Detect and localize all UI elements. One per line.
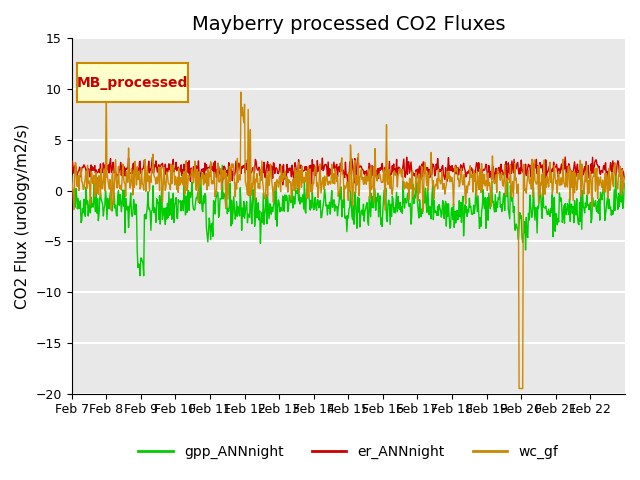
er_ANNnight <box>262 175 269 180</box>
er_ANNnight <box>406 170 413 176</box>
gpp_ANNnight <box>136 273 144 278</box>
wc_gf <box>235 176 243 182</box>
er_ANNnight <box>436 167 444 172</box>
er_ANNnight <box>308 182 316 188</box>
Y-axis label: CO2 Flux (urology/m2/s): CO2 Flux (urology/m2/s) <box>15 123 30 309</box>
wc_gf <box>620 175 628 181</box>
wc_gf <box>284 174 291 180</box>
gpp_ANNnight <box>437 214 445 220</box>
gpp_ANNnight <box>263 221 271 227</box>
wc_gf <box>515 385 523 391</box>
Line: wc_gf: wc_gf <box>72 84 624 388</box>
Legend: gpp_ANNnight, er_ANNnight, wc_gf: gpp_ANNnight, er_ANNnight, wc_gf <box>133 440 564 465</box>
gpp_ANNnight <box>406 201 414 206</box>
wc_gf <box>102 81 110 87</box>
Line: er_ANNnight: er_ANNnight <box>72 157 624 185</box>
wc_gf <box>262 175 270 180</box>
er_ANNnight <box>282 174 290 180</box>
wc_gf <box>436 181 444 187</box>
gpp_ANNnight <box>218 162 226 168</box>
gpp_ANNnight <box>620 180 628 186</box>
Line: gpp_ANNnight: gpp_ANNnight <box>72 165 624 276</box>
gpp_ANNnight <box>284 209 292 215</box>
gpp_ANNnight <box>68 198 76 204</box>
gpp_ANNnight <box>236 213 243 219</box>
er_ANNnight <box>132 170 140 176</box>
er_ANNnight <box>620 176 628 181</box>
Title: Mayberry processed CO2 Fluxes: Mayberry processed CO2 Fluxes <box>191 15 505 34</box>
er_ANNnight <box>561 154 569 160</box>
er_ANNnight <box>68 170 76 176</box>
er_ANNnight <box>234 165 242 170</box>
wc_gf <box>133 165 141 170</box>
wc_gf <box>68 172 76 178</box>
gpp_ANNnight <box>132 205 140 211</box>
wc_gf <box>406 175 413 181</box>
